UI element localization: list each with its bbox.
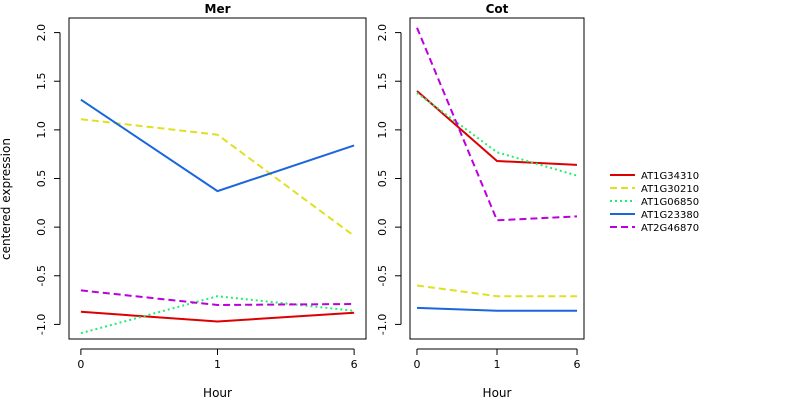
y-tick-label: -0.5 [376,265,389,286]
legend-label: AT2G46870 [641,223,699,234]
plot-frame [68,17,367,340]
legend-item: AT1G23380 [610,210,699,221]
legend-label: AT1G06850 [641,197,699,208]
series-line-at1g23380 [416,306,577,312]
x-tick-label: 1 [214,358,221,371]
panel-cot: Cot -1.0 -0.5 0.0 0.5 1.0 1.5 2.0 0 1 6 Hour [376,2,585,400]
legend-label: AT1G23380 [641,210,699,221]
x-tick-label: 0 [413,358,420,371]
panel-title: Mer [205,2,231,16]
y-axis-title: centered expression [0,138,13,260]
legend-item: AT1G30210 [610,184,699,195]
series-line-at2g46870 [80,289,355,307]
series-line-at2g46870 [416,27,578,222]
x-axis-title: Hour [483,386,512,400]
y-tick-label: 0.0 [376,218,389,236]
x-axis-title: Hour [203,386,232,400]
y-tick-label: -0.5 [35,265,48,286]
series-line-at1g30210 [416,284,577,298]
y-tick-label: 0.0 [35,218,48,236]
y-tick-label: 1.0 [35,121,48,139]
y-tick-label: 1.5 [35,72,48,90]
series-line-at1g34310 [80,310,355,323]
legend-item: AT2G46870 [610,223,699,234]
y-tick-label: 1.0 [376,121,389,139]
legend-item: AT1G34310 [610,171,699,182]
y-tick-label: 2.0 [35,24,48,42]
y-tick-label: 1.5 [376,72,389,90]
series-line-at1g06850 [416,92,578,177]
legend: AT1G34310 AT1G30210 AT1G06850 AT1G23380 AT2G… [610,171,699,234]
legend-label: AT1G30210 [641,184,699,195]
y-tick-label: -1.0 [35,314,48,335]
plot-frame [409,17,585,340]
y-tick-label: 0.5 [376,170,389,188]
x-tick-label: 0 [77,358,84,371]
panel-title: Cot [486,2,509,16]
x-tick-label: 1 [494,358,501,371]
y-tick-label: -1.0 [376,314,389,335]
legend-label: AT1G34310 [641,171,699,182]
series-line-at1g30210 [80,118,355,237]
y-tick-label: 2.0 [376,24,389,42]
series-line-at1g06850 [80,295,355,335]
panel-mer: Mer -1.0 -0.5 0.0 0.5 1.0 1.5 2.0 0 1 6 Hour [35,2,367,400]
y-tick-label: 0.5 [35,170,48,188]
series-line-at1g23380 [80,98,355,193]
series-line-at1g34310 [416,90,578,166]
legend-item: AT1G06850 [610,197,699,208]
x-tick-label: 6 [574,358,581,371]
x-tick-label: 6 [351,358,358,371]
